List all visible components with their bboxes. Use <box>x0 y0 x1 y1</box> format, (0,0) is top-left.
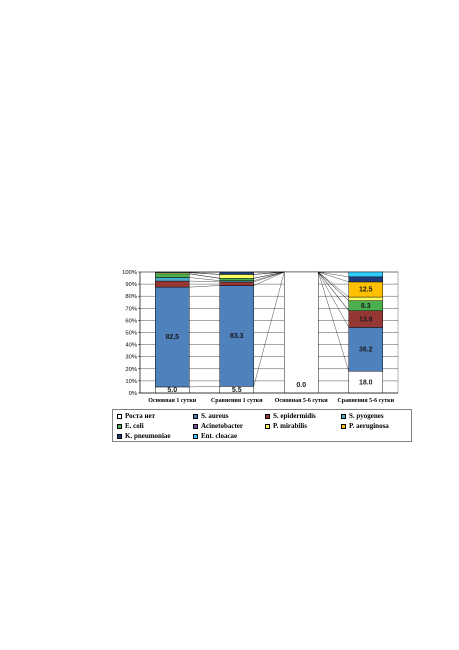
series-line <box>253 271 285 275</box>
y-tick-label: 10% <box>125 379 137 385</box>
legend-label: K. pneumoniae <box>125 432 171 440</box>
legend-item: P. aeruginosa <box>341 422 389 430</box>
legend-item: S. aureus <box>193 412 229 420</box>
bar-segment <box>348 271 383 278</box>
bar-segment <box>155 277 190 282</box>
x-tick-label: Основная 1 сутки <box>148 398 197 404</box>
series-line <box>253 271 285 387</box>
series-line <box>189 285 220 288</box>
legend-item: Acinetobacter <box>193 422 243 430</box>
x-tick-label: Основная 5-6 сутки <box>275 398 329 404</box>
legend-swatch <box>117 433 122 439</box>
data-label: 5.0 <box>167 387 177 394</box>
legend-swatch <box>117 413 122 419</box>
y-tick-label: 30% <box>125 355 137 361</box>
data-label: 83.3 <box>230 333 244 340</box>
bar-segment <box>348 296 383 301</box>
series-line <box>189 280 220 283</box>
bar-segment <box>219 278 254 281</box>
bar-segment <box>219 274 254 279</box>
y-tick-label: 40% <box>125 343 137 349</box>
series-line <box>253 271 285 283</box>
data-labels: 5.0 82,5 5.5 83.3 0.0 18.0 36.2 13.8 8.3 12.5 <box>165 287 372 394</box>
legend-swatch <box>193 413 198 419</box>
series-line <box>318 271 349 301</box>
legend-item: P. mirabilis <box>265 422 307 430</box>
legend-item: S. epidermidis <box>265 412 316 420</box>
stacked-bar-chart: 5.0 82,5 5.5 83.3 0.0 18.0 36.2 13.8 8.3 12.5 0% 1… <box>122 270 399 404</box>
series-line <box>253 271 285 281</box>
series-line <box>318 271 349 298</box>
legend-item: Роста нет <box>117 412 155 420</box>
data-label: 13.8 <box>359 316 373 323</box>
legend-item: Ent. cloacae <box>193 432 237 440</box>
series-line <box>189 273 220 279</box>
legend-label: Роста нет <box>125 412 156 420</box>
bar-segment <box>219 271 254 275</box>
data-label: 82,5 <box>165 334 179 341</box>
bar-segment <box>284 271 319 394</box>
series-line <box>318 271 349 278</box>
series-line <box>318 271 349 283</box>
legend-label: P. mirabilis <box>273 422 307 430</box>
y-tick-label: 70% <box>125 306 137 312</box>
legend-item: K. pneumoniae <box>117 432 171 440</box>
series-line <box>318 271 349 372</box>
bar-segment <box>155 273 190 278</box>
y-tick-label: 100% <box>122 270 137 276</box>
legend-swatch <box>265 423 270 429</box>
legend-swatch <box>193 423 198 429</box>
legend-label: S. pyogenes <box>349 412 384 420</box>
legend-swatch <box>265 413 270 419</box>
x-tick-label: Сравнения 1 сутки <box>211 398 263 404</box>
series-line <box>253 271 285 286</box>
y-tick-label: 80% <box>125 294 137 300</box>
legend-item: S. pyogenes <box>341 412 384 420</box>
legend-swatch <box>193 433 198 439</box>
legend-label: E. coli <box>125 422 144 430</box>
legend-item: E. coli <box>117 422 144 430</box>
series-line <box>189 386 220 388</box>
legend-swatch <box>341 423 346 429</box>
x-tick-label: Сравнения 5-6 сутки <box>337 398 394 404</box>
legend-label: Acinetobacter <box>201 422 243 430</box>
bar-segment <box>348 327 383 372</box>
legend-label: S. epidermidis <box>273 412 316 420</box>
series-lines <box>189 271 349 388</box>
data-label: 0.0 <box>296 382 306 389</box>
bar-segment <box>155 271 190 273</box>
legend-label: P. aeruginosa <box>349 422 389 430</box>
series-line <box>189 272 220 275</box>
data-label: 12.5 <box>359 287 373 294</box>
bar-segment <box>219 281 254 286</box>
y-tick-label: 20% <box>125 367 137 373</box>
data-label: 36.2 <box>359 347 373 354</box>
x-axis: Основная 1 сутки Сравнения 1 сутки Основна… <box>140 392 398 404</box>
y-tick-label: 50% <box>125 331 137 337</box>
data-label: 8.3 <box>361 303 371 310</box>
legend-swatch <box>341 413 346 419</box>
bar-segment <box>219 285 254 387</box>
series-line <box>253 271 285 279</box>
legend-label: S. aureus <box>201 412 229 420</box>
bar-segment <box>155 286 190 388</box>
series-line <box>318 271 349 311</box>
legend: Роста нет S. aureus S. epidermidis S. pyoge… <box>112 409 412 442</box>
bar-segment <box>348 276 383 283</box>
series-line <box>318 271 349 328</box>
legend-label: Ent. cloacae <box>201 432 238 440</box>
data-label: 5.5 <box>232 387 242 394</box>
y-tick-label: 0% <box>129 391 137 397</box>
y-axis: 0% 10% 20% 30% 40% 50% 60% 70% 80% 90% 100% <box>122 270 141 397</box>
y-tick-label: 90% <box>125 282 137 288</box>
bar-segment <box>155 280 190 288</box>
bars <box>155 271 383 394</box>
y-tick-label: 60% <box>125 318 137 324</box>
series-line <box>189 277 220 281</box>
data-label: 18.0 <box>359 379 373 386</box>
legend-swatch <box>117 423 122 429</box>
